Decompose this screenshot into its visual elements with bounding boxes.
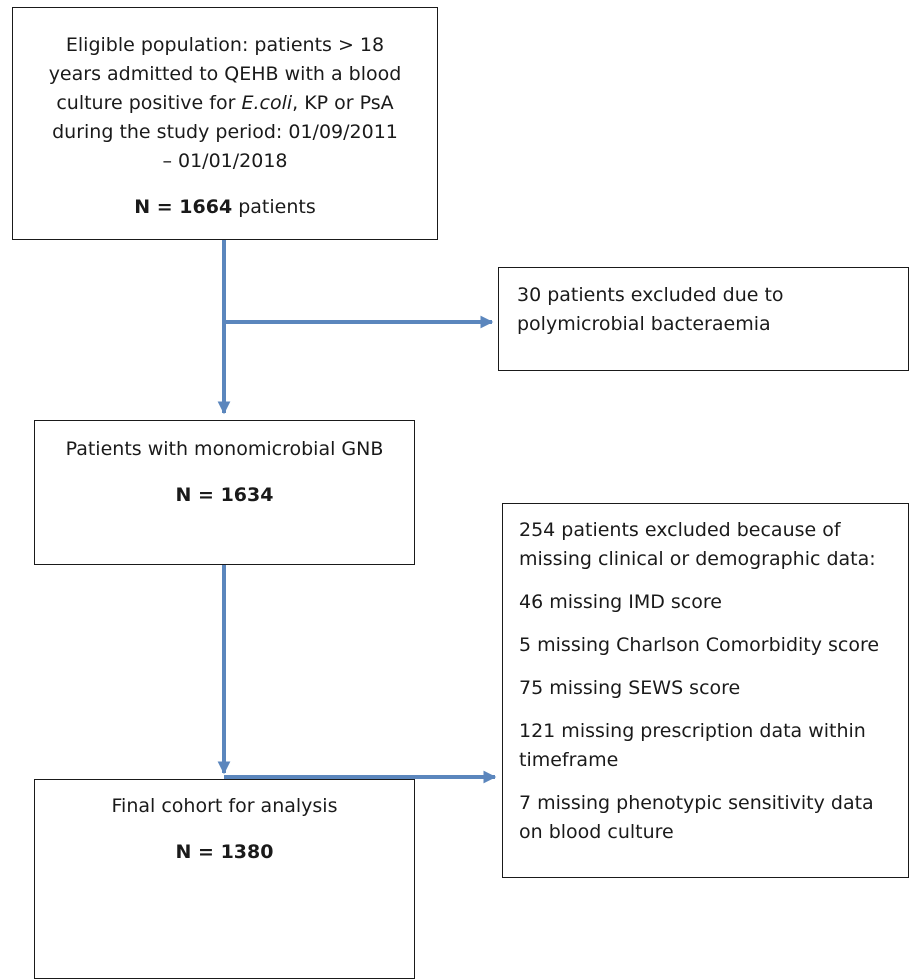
eligible-line-2: years admitted to QEHB with a blood	[48, 63, 402, 85]
monomicrobial-title: Patients with monomicrobial GNB	[65, 438, 384, 460]
missing-imd-item: 46 missing IMD score	[519, 588, 908, 617]
missing-sews-text: 75 missing SEWS score	[519, 677, 741, 699]
excluded-polymicrobial-line-1: 30 patients excluded due to	[517, 284, 784, 306]
excluded-missing-header-line-2: missing clinical or demographic data:	[519, 548, 876, 570]
missing-imd-text: 46 missing IMD score	[519, 591, 722, 613]
eligible-line-3: culture positive for E.coli, KP or PsA	[13, 89, 437, 118]
missing-prescription-text-2: timeframe	[519, 749, 619, 771]
excluded-polymicrobial-box: 30 patients excluded due to polymicrobia…	[498, 267, 909, 371]
eligible-count-number: N = 1664	[134, 196, 233, 218]
eligible-line-1: Eligible population: patients > 18	[65, 34, 385, 56]
missing-prescription-item: 121 missing prescription data within tim…	[519, 717, 908, 775]
final-cohort-box: Final cohort for analysis N = 1380	[34, 779, 415, 979]
eligible-line-3-organism: E.coli	[241, 92, 293, 114]
missing-charlson-text: 5 missing Charlson Comorbidity score	[519, 634, 880, 656]
excluded-missing-header: 254 patients excluded because of missing…	[519, 516, 908, 574]
eligible-line-3-suffix: , KP or PsA	[292, 92, 394, 114]
missing-sews-item: 75 missing SEWS score	[519, 674, 908, 703]
monomicrobial-box: Patients with monomicrobial GNB N = 1634	[34, 420, 415, 565]
excluded-missing-box: 254 patients excluded because of missing…	[502, 503, 909, 878]
missing-sensitivity-text-1: 7 missing phenotypic sensitivity data	[519, 792, 874, 814]
monomicrobial-count: N = 1634	[175, 484, 274, 506]
missing-sensitivity-item: 7 missing phenotypic sensitivity data on…	[519, 789, 908, 847]
final-cohort-title: Final cohort for analysis	[111, 795, 338, 817]
eligible-line-4: during the study period: 01/09/2011	[52, 121, 398, 143]
missing-charlson-item: 5 missing Charlson Comorbidity score	[519, 631, 908, 660]
eligible-line-3-prefix: culture positive for	[56, 92, 242, 114]
excluded-polymicrobial-line-2: polymicrobial bacteraemia	[517, 313, 771, 335]
missing-sensitivity-text-2: on blood culture	[519, 821, 674, 843]
missing-prescription-text-1: 121 missing prescription data within	[519, 720, 866, 742]
eligible-population-box: Eligible population: patients > 18 years…	[12, 7, 438, 240]
eligible-count-unit: patients	[232, 196, 316, 218]
eligible-count: N = 1664 patients	[13, 193, 437, 222]
eligible-line-5: – 01/01/2018	[162, 150, 288, 172]
final-cohort-count: N = 1380	[175, 841, 274, 863]
excluded-missing-header-line-1: 254 patients excluded because of	[519, 519, 841, 541]
